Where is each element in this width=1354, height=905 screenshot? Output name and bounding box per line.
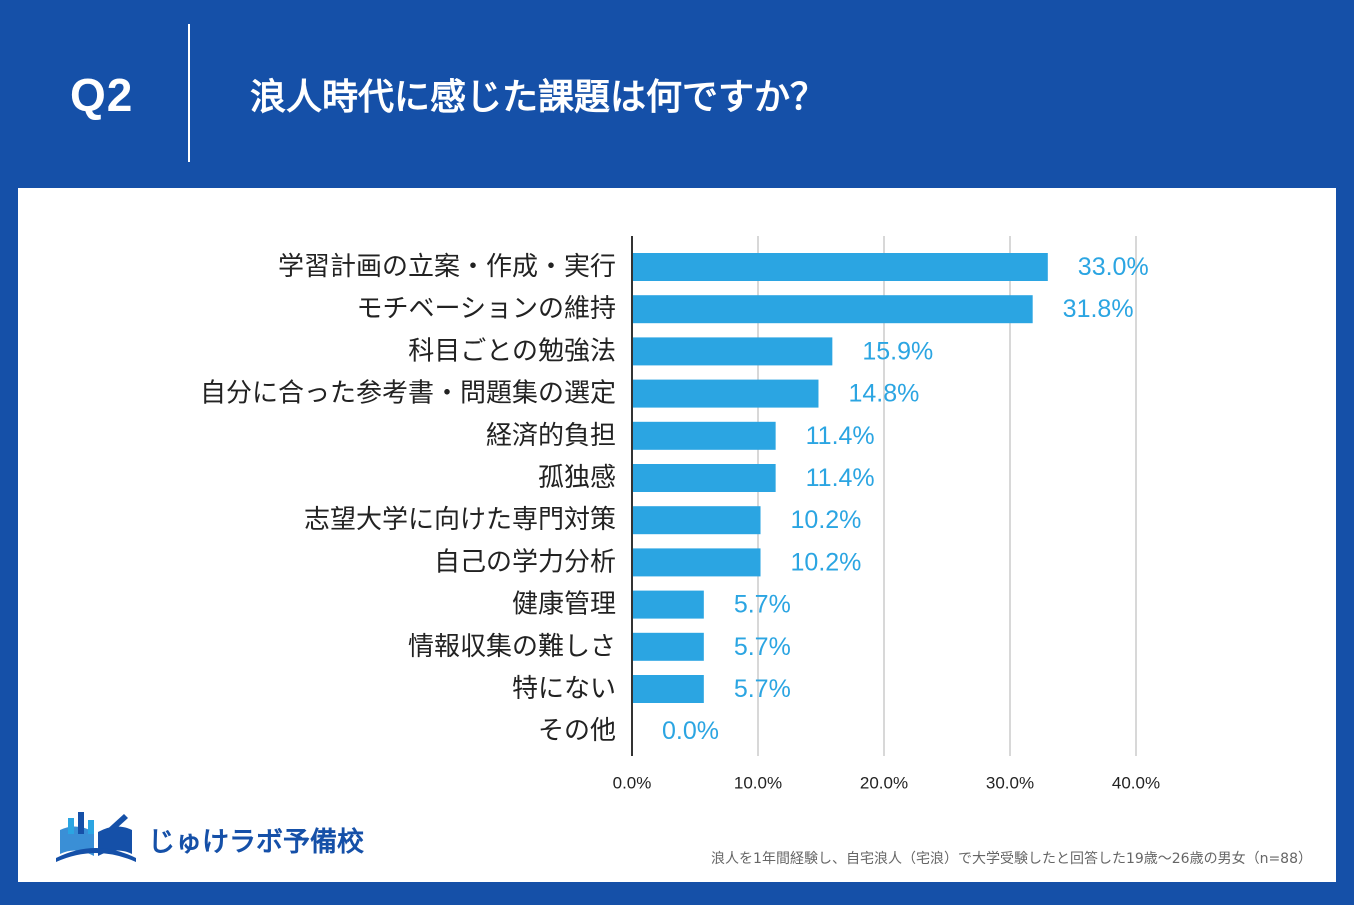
data-label: 14.8% — [848, 380, 919, 408]
bar — [632, 590, 704, 619]
category-label: 科目ごとの勉強法 — [408, 336, 616, 366]
data-label: 11.4% — [806, 464, 875, 492]
bar — [632, 253, 1048, 281]
x-tick-label: 0.0% — [613, 774, 652, 793]
data-label: 10.2% — [791, 548, 862, 576]
category-label: 特にない — [512, 674, 616, 704]
data-label: 5.7% — [734, 675, 791, 703]
category-label: 学習計画の立案・作成・実行 — [278, 252, 616, 282]
open-book-icon — [56, 812, 136, 862]
bar — [632, 548, 761, 577]
bar — [632, 337, 833, 366]
logo-text: じゅけラボ予備校 — [148, 827, 364, 858]
data-label: 5.7% — [734, 633, 791, 661]
chart-panel: 学習計画の立案・作成・実行 33.0% モチベーションの維持 31.8% 科目ごとの勉強… — [18, 188, 1336, 882]
category-label: 情報収集の難しさ — [408, 632, 616, 662]
question-title: 浪人時代に感じた課題は何ですか？ — [250, 77, 827, 118]
header: Q2 浪人時代に感じた課題は何ですか？ — [0, 0, 1354, 188]
category-label: 健康管理 — [512, 590, 616, 620]
bar — [632, 464, 776, 492]
bar — [632, 379, 819, 408]
x-tick-label: 40.0% — [1112, 774, 1160, 793]
bar — [632, 632, 704, 661]
logo: じゅけラボ予備校 — [54, 808, 374, 868]
bar — [632, 295, 1033, 324]
footnote: 浪人を1年間経験し、自宅浪人（宅浪）で大学受験したと回答した19歳～26歳の男女… — [711, 851, 1312, 867]
question-label: Q2 — [70, 69, 134, 121]
category-label: 孤独感 — [538, 463, 616, 493]
x-tick-label: 10.0% — [734, 774, 782, 793]
data-label: 15.9% — [862, 337, 933, 365]
header-divider — [188, 24, 190, 162]
x-tick-label: 20.0% — [860, 774, 908, 793]
category-label: モチベーションの維持 — [357, 294, 616, 324]
bar — [632, 421, 776, 450]
x-tick-label: 30.0% — [986, 774, 1034, 793]
data-label: 5.7% — [734, 591, 791, 619]
bar — [632, 675, 704, 703]
data-label: 11.4% — [806, 422, 875, 450]
bar — [632, 506, 761, 535]
category-label: 自己の学力分析 — [434, 547, 616, 577]
category-label: 経済的負担 — [486, 421, 616, 451]
data-label: 10.2% — [791, 506, 862, 534]
data-label: 0.0% — [662, 717, 719, 745]
data-label: 31.8% — [1063, 295, 1134, 323]
category-label: その他 — [538, 716, 616, 746]
category-label: 自分に合った参考書・問題集の選定 — [200, 379, 616, 409]
bar-chart: 学習計画の立案・作成・実行 33.0% モチベーションの維持 31.8% 科目ごとの勉強… — [200, 236, 1160, 793]
category-label: 志望大学に向けた専門対策 — [304, 505, 616, 535]
data-label: 33.0% — [1078, 253, 1149, 281]
